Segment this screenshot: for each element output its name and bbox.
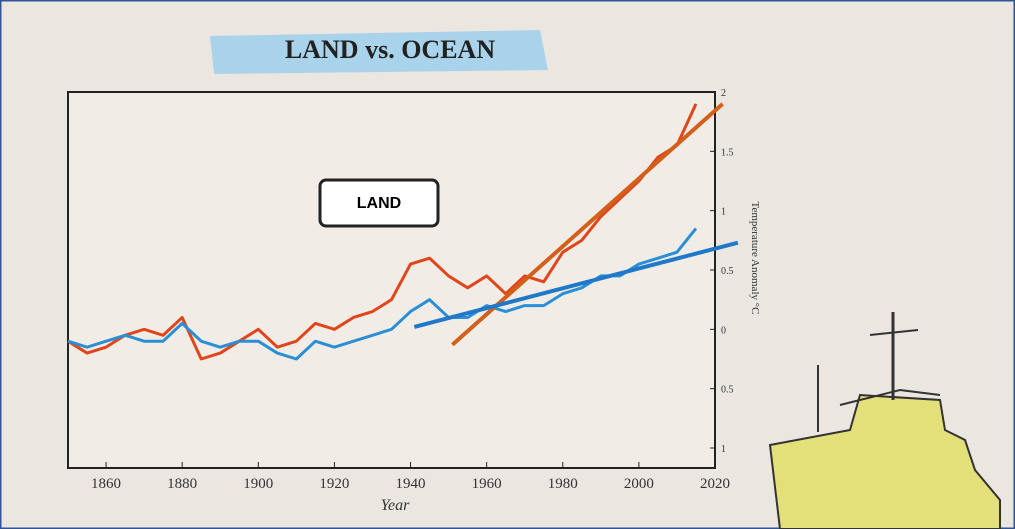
- x-tick-label: 1960: [472, 476, 502, 492]
- x-tick-label: 2020: [700, 476, 730, 492]
- x-axis-label: Year: [381, 497, 411, 514]
- ship: [768, 312, 1001, 529]
- ship-deck: [839, 388, 941, 406]
- y-tick-label: 1: [721, 444, 726, 455]
- data-line: [67, 103, 698, 361]
- y-tick-label: 0: [721, 325, 726, 336]
- ship-mast: [869, 329, 919, 336]
- trend-line: [413, 240, 739, 329]
- plot-area: [67, 91, 716, 469]
- x-tick-label: 2000: [624, 476, 654, 492]
- title-banner: [210, 30, 548, 74]
- annotation-box: [318, 178, 440, 228]
- ship-hull: [768, 393, 1001, 529]
- chart-title: LAND vs. OCEAN: [285, 35, 495, 64]
- annotation: LAND: [357, 195, 401, 212]
- x-tick-label: 1880: [167, 476, 197, 492]
- y-tick-label: 0.5: [721, 266, 734, 277]
- y-tick-label: 1.5: [721, 147, 734, 158]
- x-tick-label: 1980: [548, 476, 578, 492]
- y-tick-label: 1: [721, 207, 726, 218]
- y-tick-label: 0.5: [721, 385, 734, 396]
- y-axis-label: Temperature Anomaly °C: [749, 202, 761, 315]
- x-tick-label: 1860: [91, 476, 121, 492]
- x-tick-label: 1920: [319, 476, 349, 492]
- x-tick-label: 1900: [243, 476, 273, 492]
- x-tick-label: 1940: [396, 476, 426, 492]
- y-tick-label: 2: [721, 88, 726, 99]
